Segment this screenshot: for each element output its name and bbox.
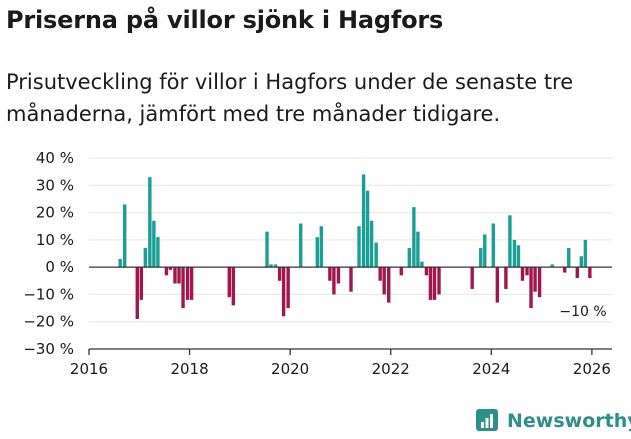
bar-chart: 40 %30 %20 %10 %0 %−10 %−20 %−30 % 2016 2… [23,149,612,378]
last-value-label: −10 % [559,304,606,320]
bar [579,256,584,268]
bar [177,267,181,284]
bar [365,190,370,268]
bar [173,267,177,284]
bar [399,267,403,276]
y-tick-label: 30 % [36,176,74,194]
bar [588,267,592,279]
y-tick-label: 0 % [45,258,74,276]
bar [520,267,525,281]
bar [483,234,487,268]
chart-title: Priserna på villor sjönk i Hagfors [6,6,444,34]
bar [286,267,290,309]
bar [164,267,169,276]
bar [437,267,441,295]
bar [156,237,160,268]
bar [412,207,416,268]
bar [416,231,420,268]
bar [504,267,508,289]
bar [273,264,278,268]
y-tick-label: 40 % [36,149,74,167]
x-tick-label: 2020 [271,360,309,378]
bar [563,267,567,273]
y-tick-label: 20 % [36,204,74,222]
bar [529,267,533,309]
grid-lines [89,157,612,350]
bar [491,223,496,268]
bar [185,267,190,300]
x-tick-label: 2024 [472,360,510,378]
bar [328,267,332,281]
axes [88,266,612,355]
bar [369,220,374,268]
brand-name: Newsworthy [507,410,631,432]
bar [512,239,517,268]
bar [315,237,320,268]
bar [567,248,571,268]
x-tick-label: 2026 [573,360,611,378]
bar [269,264,273,268]
bar [319,226,324,268]
bar [508,215,512,268]
bar [152,220,156,268]
bar [470,267,474,289]
bar [387,267,391,303]
bar [118,258,122,268]
newsworthy-logo-icon [476,409,498,432]
y-tick-label: −30 % [23,340,74,358]
bar [374,242,378,268]
bar [583,239,588,268]
bar [227,267,231,298]
bar [533,267,537,292]
bar [550,264,554,268]
bar [168,267,173,270]
bar [336,267,341,284]
bar [189,267,194,300]
bar [516,245,521,268]
newsworthy-logo: Newsworthy [475,406,631,436]
bar [143,248,148,268]
bar [357,226,361,268]
bar [361,174,366,268]
bar [135,267,139,319]
y-axis-labels: 40 % 30 % 20 % 10 % 0 % −10 % −20 % −30 % [23,149,74,358]
y-tick-label: −20 % [23,313,74,331]
bar [378,267,382,281]
bar [382,267,386,295]
bar [407,248,412,268]
bar [432,267,437,300]
x-tick-label: 2022 [372,360,410,378]
bar [525,267,529,276]
bar [281,267,286,317]
x-tick-label: 2018 [170,360,208,378]
bar [575,267,579,279]
bar [332,267,336,295]
bar [495,267,500,303]
bar [265,231,269,268]
bar [277,267,282,281]
x-axis-labels: 2016 2018 2020 2022 2024 2026 [70,360,611,378]
chart-subtitle: Prisutveckling för villor i Hagfors unde… [6,70,574,126]
bar [299,223,303,268]
bar [479,248,483,268]
bar [123,204,127,268]
bar [148,177,152,268]
bar [139,267,143,300]
y-tick-label: 10 % [36,231,74,249]
x-tick-label: 2016 [70,360,108,378]
bar [420,261,424,268]
bar [537,267,542,298]
bar [181,267,185,309]
bar [428,267,433,300]
y-tick-label: −10 % [23,285,74,303]
bar [424,267,429,276]
bars [118,174,592,319]
bar [349,267,353,292]
bar [231,267,236,306]
